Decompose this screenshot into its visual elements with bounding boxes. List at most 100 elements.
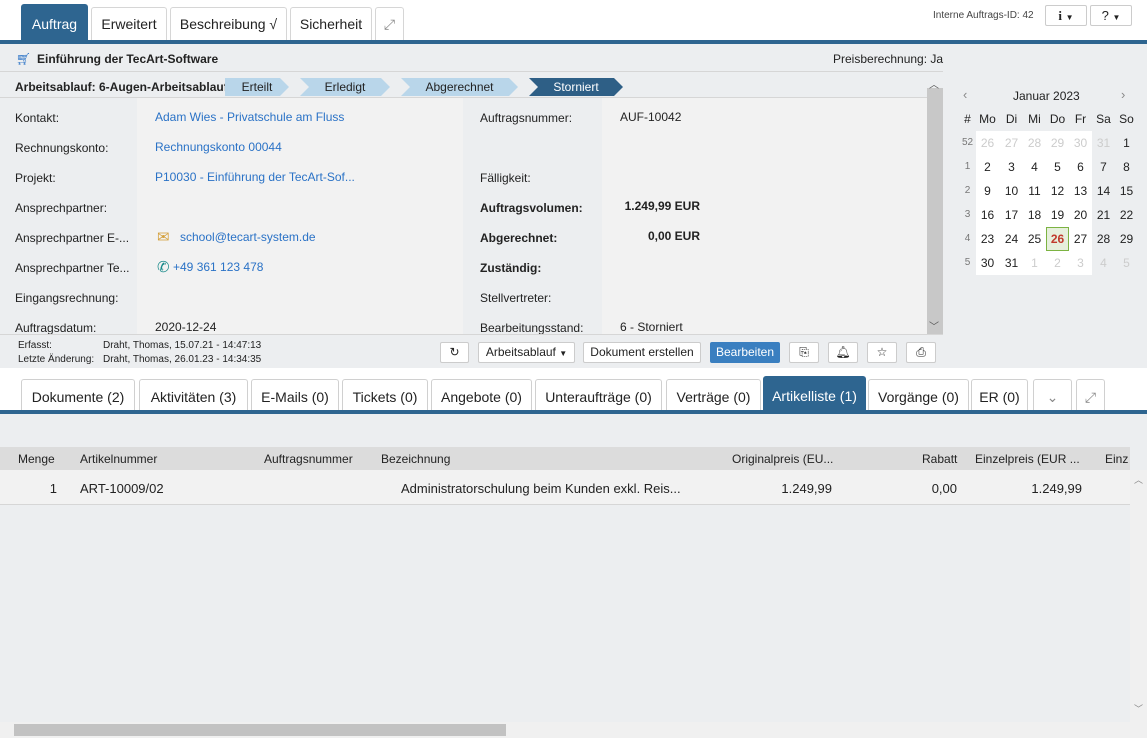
- calendar-day[interactable]: 15: [1119, 184, 1134, 198]
- field-link[interactable]: +49 361 123 478: [173, 260, 264, 274]
- field-link[interactable]: P10030 - Einführung der TecArt-Sof...: [155, 170, 355, 184]
- workflow-step-erteilt[interactable]: Erteilt: [225, 78, 289, 96]
- horizontal-scroll-thumb[interactable]: [14, 724, 506, 736]
- col-rabatt[interactable]: Rabatt: [922, 452, 958, 466]
- tab-vorgänge[interactable]: Vorgänge (0): [868, 379, 969, 412]
- calendar-day[interactable]: 5: [1123, 256, 1130, 270]
- tab-e-mails[interactable]: E-Mails (0): [251, 379, 339, 412]
- calendar-day[interactable]: 27: [1073, 232, 1088, 246]
- col-originalpreis[interactable]: Originalpreis (EU...: [732, 452, 834, 466]
- field-label: Zuständig:: [480, 261, 542, 275]
- expand-icon[interactable]: ⤢: [1076, 379, 1105, 412]
- calendar-prev-icon[interactable]: ‹: [963, 87, 968, 102]
- calendar-day[interactable]: 3: [1077, 256, 1084, 270]
- copy-icon: ⎘: [799, 345, 809, 359]
- field-link[interactable]: Rechnungskonto 00044: [155, 140, 282, 154]
- calendar-day[interactable]: 12: [1050, 184, 1065, 198]
- tab-aktivitäten[interactable]: Aktivitäten (3): [139, 379, 248, 412]
- calendar-day[interactable]: 30: [980, 256, 995, 270]
- calendar-day[interactable]: 20: [1073, 208, 1088, 222]
- more-tabs-button[interactable]: ⌄: [1033, 379, 1072, 412]
- scroll-down-icon[interactable]: ﹀: [929, 322, 939, 333]
- chevron-down-icon: ⌄: [1046, 389, 1059, 405]
- calendar-day[interactable]: 10: [1004, 184, 1019, 198]
- tab-dokumente[interactable]: Dokumente (2): [21, 379, 135, 412]
- tab-beschreibung[interactable]: Beschreibung √: [170, 7, 287, 40]
- refresh-button[interactable]: ↻: [440, 342, 469, 363]
- calendar-day[interactable]: 31: [1004, 256, 1019, 270]
- scroll-up-icon[interactable]: ︿: [929, 80, 939, 91]
- calendar-day[interactable]: 4: [1031, 160, 1038, 174]
- workflow-step-erledigt[interactable]: Erledigt: [300, 78, 390, 96]
- calendar-day[interactable]: 27: [1004, 136, 1019, 150]
- field-label: Bearbeitungsstand:: [480, 321, 584, 335]
- calendar-day[interactable]: 4: [1100, 256, 1107, 270]
- col-artikelnummer[interactable]: Artikelnummer: [80, 452, 158, 466]
- calendar-day[interactable]: 22: [1119, 208, 1134, 222]
- workflow-step-abgerechnet[interactable]: Abgerechnet: [401, 78, 518, 96]
- calendar-day[interactable]: 25: [1027, 232, 1042, 246]
- calendar-day[interactable]: 19: [1050, 208, 1065, 222]
- col-menge[interactable]: Menge: [18, 452, 55, 466]
- calendar-day[interactable]: 6: [1077, 160, 1084, 174]
- tab-tickets[interactable]: Tickets (0): [342, 379, 428, 412]
- calendar-day[interactable]: 16: [980, 208, 995, 222]
- calendar-next-icon[interactable]: ›: [1121, 87, 1126, 102]
- form-scrollbar[interactable]: [927, 88, 943, 334]
- calendar-day[interactable]: 29: [1050, 136, 1065, 150]
- calendar-day[interactable]: 23: [980, 232, 995, 246]
- info-dropdown-button[interactable]: i ▼: [1045, 5, 1087, 26]
- tab-sicherheit[interactable]: Sicherheit: [290, 7, 372, 40]
- favorite-button[interactable]: ☆: [867, 342, 897, 363]
- alarm-button[interactable]: 🔔︎: [828, 342, 858, 363]
- table-row[interactable]: [0, 470, 1130, 505]
- help-dropdown-button[interactable]: ? ▼: [1090, 5, 1132, 26]
- print-button[interactable]: ⎙: [906, 342, 936, 363]
- col-einzelpreis[interactable]: Einzelpreis (EUR ...: [975, 452, 1080, 466]
- calendar-day[interactable]: 30: [1073, 136, 1088, 150]
- calendar-day[interactable]: 7: [1100, 160, 1107, 174]
- workflow-step-storniert[interactable]: Storniert: [529, 78, 623, 96]
- cell-einzelpreis: 1.249,99: [1031, 481, 1082, 496]
- calendar-day[interactable]: 31: [1096, 136, 1111, 150]
- calendar-day[interactable]: 26: [980, 136, 995, 150]
- col-bezeichnung[interactable]: Bezeichnung: [381, 452, 451, 466]
- tab-erweitert[interactable]: Erweitert: [91, 7, 167, 40]
- copy-button[interactable]: ⎘: [789, 342, 819, 363]
- expand-icon[interactable]: ⤢: [375, 7, 404, 40]
- col-einz[interactable]: Einz: [1105, 452, 1129, 466]
- tab-angebote[interactable]: Angebote (0): [431, 379, 532, 412]
- col-auftragsnummer[interactable]: Auftragsnummer: [264, 452, 353, 466]
- calendar-day[interactable]: 26: [1046, 227, 1069, 251]
- tab-artikelliste[interactable]: Artikelliste (1): [763, 376, 866, 412]
- calendar-day[interactable]: 28: [1027, 136, 1042, 150]
- calendar-day[interactable]: 17: [1004, 208, 1019, 222]
- edit-button[interactable]: Bearbeiten: [710, 342, 780, 363]
- calendar-day[interactable]: 21: [1096, 208, 1111, 222]
- calendar-day[interactable]: 5: [1054, 160, 1061, 174]
- calendar-day[interactable]: 1: [1031, 256, 1038, 270]
- calendar-day[interactable]: 14: [1096, 184, 1111, 198]
- calendar-day[interactable]: 8: [1123, 160, 1130, 174]
- tab-er[interactable]: ER (0): [971, 379, 1028, 412]
- calendar-day[interactable]: 2: [984, 160, 991, 174]
- calendar-day[interactable]: 28: [1096, 232, 1111, 246]
- vertical-scrollbar[interactable]: ︿: [1130, 470, 1147, 722]
- create-document-button[interactable]: Dokument erstellen: [583, 342, 701, 363]
- calendar-day[interactable]: 13: [1073, 184, 1088, 198]
- field-link[interactable]: school@tecart-system.de: [180, 230, 316, 244]
- calendar-day[interactable]: 18: [1027, 208, 1042, 222]
- tab-auftrag[interactable]: Auftrag: [21, 4, 88, 40]
- calendar-day[interactable]: 24: [1004, 232, 1019, 246]
- tab-verträge[interactable]: Verträge (0): [666, 379, 761, 412]
- calendar-week-number: 3: [964, 209, 971, 220]
- field-link[interactable]: Adam Wies - Privatschule am Fluss: [155, 110, 345, 124]
- calendar-day[interactable]: 9: [984, 184, 991, 198]
- calendar-day[interactable]: 2: [1054, 256, 1061, 270]
- calendar-day[interactable]: 29: [1119, 232, 1134, 246]
- workflow-dropdown-button[interactable]: Arbeitsablauf ▼: [478, 342, 575, 363]
- tab-unteraufträge[interactable]: Unteraufträge (0): [535, 379, 662, 412]
- calendar-day[interactable]: 11: [1028, 184, 1041, 198]
- calendar-day[interactable]: 3: [1008, 160, 1015, 174]
- calendar-day[interactable]: 1: [1123, 136, 1130, 150]
